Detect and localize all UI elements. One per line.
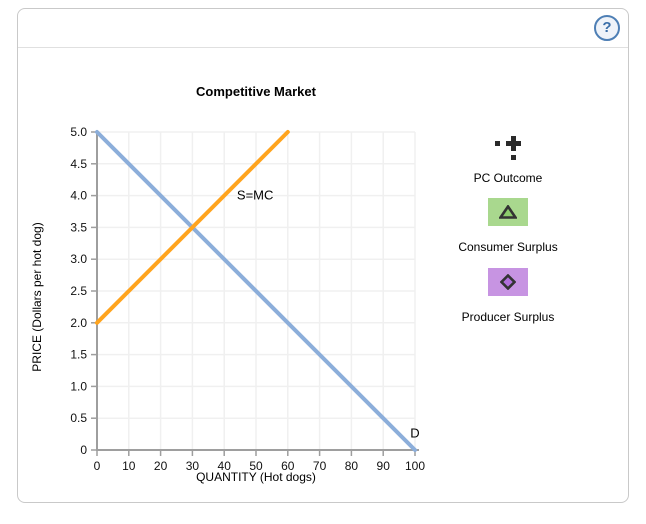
help-button[interactable]: ? [594,15,620,41]
svg-text:4.0: 4.0 [70,189,87,203]
tool-palette: PC Outcome Consumer Surplus Producer Sur… [438,136,578,324]
pc-outcome-point-icon[interactable] [495,136,521,160]
x-axis-title: QUANTITY (Hot dogs) [196,470,316,484]
consumer-surplus-label: Consumer Surplus [458,240,558,254]
producer-surplus-swatch[interactable] [488,268,528,296]
svg-text:60: 60 [281,459,295,473]
svg-text:3.5: 3.5 [70,220,87,234]
svg-text:D: D [410,425,419,440]
svg-text:S=MC: S=MC [237,188,273,203]
question-panel: ? [17,8,629,503]
svg-text:80: 80 [345,459,359,473]
question-mark-icon: ? [602,19,612,36]
svg-text:10: 10 [122,459,136,473]
svg-text:0: 0 [94,459,101,473]
svg-text:30: 30 [186,459,200,473]
svg-text:2.5: 2.5 [70,284,87,298]
y-axis-title: PRICE (Dollars per hot dog) [30,222,44,372]
chart-title: Competitive Market [196,84,316,99]
svg-text:1.0: 1.0 [70,379,87,393]
svg-text:100: 100 [405,459,425,473]
svg-text:2.0: 2.0 [70,316,87,330]
diamond-icon [500,274,516,290]
svg-text:40: 40 [218,459,232,473]
svg-text:4.5: 4.5 [70,157,87,171]
svg-text:5.0: 5.0 [70,125,87,139]
svg-text:70: 70 [313,459,327,473]
panel-header: ? [18,9,628,48]
consumer-surplus-swatch[interactable] [488,198,528,226]
svg-text:90: 90 [377,459,391,473]
pc-outcome-label: PC Outcome [473,171,543,185]
producer-surplus-label: Producer Surplus [461,310,555,324]
svg-text:20: 20 [154,459,168,473]
svg-text:0: 0 [80,443,87,457]
triangle-icon [499,205,517,219]
svg-text:1.5: 1.5 [70,348,87,362]
svg-text:0.5: 0.5 [70,411,87,425]
svg-text:3.0: 3.0 [70,252,87,266]
svg-text:50: 50 [249,459,263,473]
market-chart-canvas[interactable]: 0 10 20 30 40 50 60 70 80 90 100 0 0.5 1.0 1.5 2.0 2.5 3.… [47,118,432,478]
